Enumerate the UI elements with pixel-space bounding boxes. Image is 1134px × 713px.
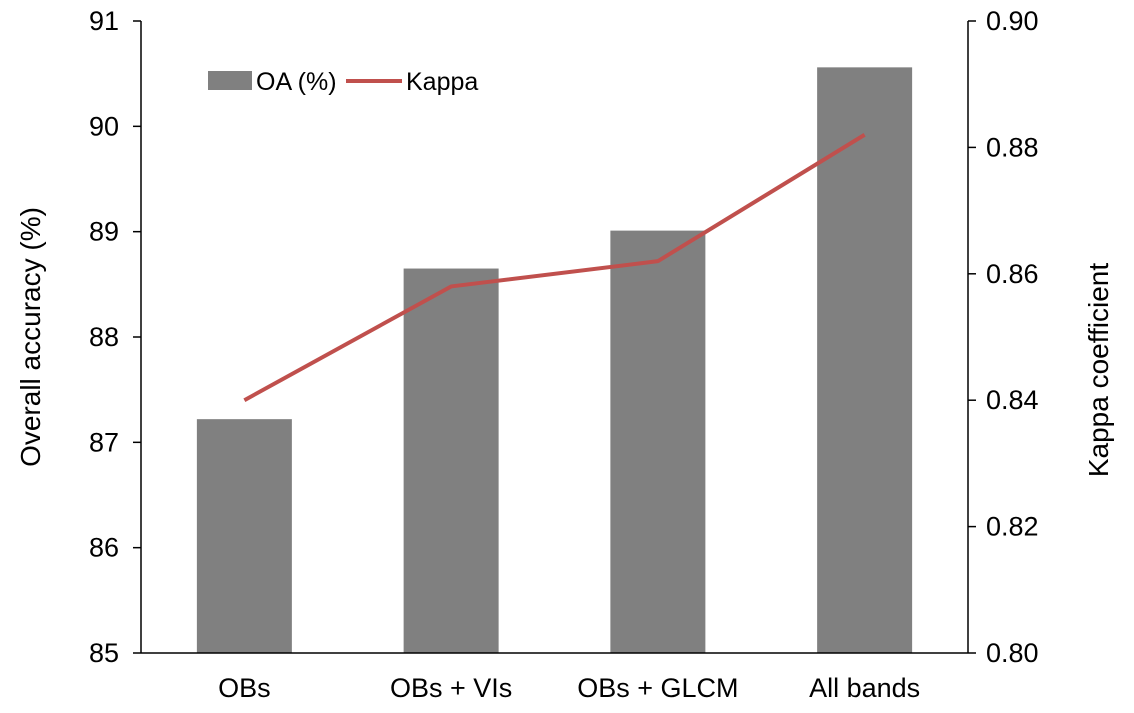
legend-label-line: Kappa [406,68,478,96]
legend-swatch-bar [208,71,252,90]
legend-label-bar: OA (%) [256,68,337,96]
y2-tick-label-3: 0.84 [986,385,1039,415]
bar-3 [610,230,706,653]
y-axis-title: Overall accuracy (%) [15,207,46,467]
y2-tick-label-2: 0.82 [986,512,1039,542]
line-layer [243,133,866,402]
y2-tick-label-6: 0.90 [986,6,1039,36]
x-tick-label-2: OBs + VIs [390,673,512,703]
y2-tick-label-4: 0.86 [986,259,1039,289]
y2-axis-title: Kappa coefficient [1083,263,1114,478]
y-tick-label-2: 86 [89,533,119,563]
legend: OA (%) Kappa [208,68,478,96]
axes-layer [133,20,976,654]
y-tick-label-6: 90 [89,111,119,141]
y-tick-label-4: 88 [89,322,119,352]
y2-tick-label-5: 0.88 [986,132,1039,162]
y2-tick-label-1: 0.80 [986,638,1039,668]
kappa-line [243,133,866,402]
y-tick-label-7: 91 [89,6,119,36]
bar-2 [403,268,499,653]
x-tick-label-4: All bands [809,673,920,703]
bars-layer [196,67,913,653]
ticks-layer: 85 86 87 88 89 90 91 0.80 0.82 0.84 0.86 0.88 0.90 OB… [89,6,1039,703]
bar-4 [817,67,913,653]
x-tick-label-3: OBs + GLCM [577,673,738,703]
y-tick-label-1: 85 [89,638,119,668]
y-tick-label-5: 89 [89,217,119,247]
y-tick-label-3: 87 [89,427,119,457]
x-tick-label-1: OBs [218,673,271,703]
bar-1 [196,419,292,653]
